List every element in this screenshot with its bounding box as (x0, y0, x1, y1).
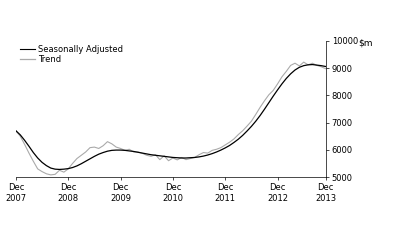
Seasonally Adjusted (323, 67, 328, 70)
Seasonally Adjusted (306, 64, 310, 66)
Seasonally Adjusted (214, 148, 219, 151)
Seasonally Adjusted (123, 149, 127, 152)
Trend (214, 151, 219, 153)
Trend (57, 168, 62, 171)
Line: Seasonally Adjusted: Seasonally Adjusted (16, 62, 326, 175)
Trend (323, 65, 328, 68)
Seasonally Adjusted (192, 156, 197, 159)
Seasonally Adjusted (301, 61, 306, 64)
Y-axis label: $m: $m (358, 38, 373, 47)
Trend (13, 129, 18, 132)
Trend (227, 144, 232, 147)
Seasonally Adjusted (13, 129, 18, 132)
Trend (192, 156, 197, 159)
Seasonally Adjusted (62, 171, 66, 173)
Seasonally Adjusted (227, 141, 232, 143)
Trend (310, 63, 315, 66)
Seasonally Adjusted (48, 173, 53, 176)
Trend (62, 168, 66, 170)
Legend: Seasonally Adjusted, Trend: Seasonally Adjusted, Trend (20, 45, 123, 64)
Trend (301, 64, 306, 67)
Line: Trend: Trend (16, 64, 326, 169)
Trend (123, 149, 127, 152)
